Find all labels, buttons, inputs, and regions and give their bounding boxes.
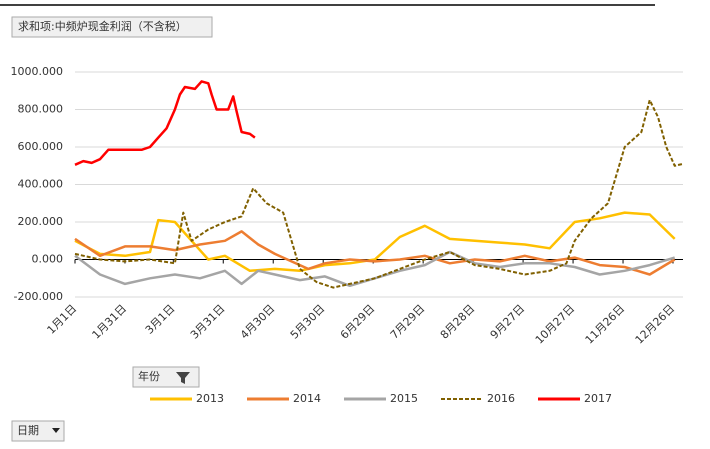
- y-tick-label: -200.000: [14, 290, 63, 303]
- series-line: [74, 99, 684, 289]
- x-tick-label: 10月27日: [533, 302, 578, 347]
- x-tick-label: 9月27日: [488, 302, 528, 342]
- x-tick-label: 6月29日: [338, 302, 378, 342]
- value-field-label: 求和项:中频炉现金利润（不含税）: [18, 19, 187, 33]
- axis-field-button[interactable]: [11, 420, 65, 442]
- y-tick-label: 1000.000: [11, 65, 64, 78]
- series-line: [74, 250, 676, 288]
- filter-icon: [176, 372, 190, 384]
- legend-label: 2015: [390, 392, 418, 405]
- x-tick-label: 8月28日: [438, 302, 478, 342]
- y-tick-label: 400.000: [18, 178, 64, 191]
- series-line: [74, 230, 676, 276]
- value-field-button[interactable]: [11, 16, 213, 38]
- dropdown-icon: [52, 428, 60, 433]
- legend-label: 2013: [196, 392, 224, 405]
- y-tick-label: 600.000: [18, 140, 64, 153]
- legend-label: 2016: [487, 392, 515, 405]
- legend-label: 2017: [584, 392, 612, 405]
- y-tick-label: 0.000: [32, 253, 64, 266]
- series-line: [74, 80, 256, 166]
- filter-label: 年份: [138, 369, 160, 383]
- x-tick-label: 4月30日: [238, 302, 278, 342]
- x-tick-label: 11月26日: [583, 302, 628, 347]
- x-tick-label: 1月31日: [90, 302, 130, 342]
- x-tick-label: 3月1日: [143, 302, 178, 337]
- legend-label: 2014: [293, 392, 321, 405]
- x-tick-label: 3月31日: [188, 302, 228, 342]
- x-tick-label: 5月30日: [288, 302, 328, 342]
- series-line: [74, 211, 676, 273]
- y-tick-label: 800.000: [18, 103, 64, 116]
- x-tick-label: 7月29日: [388, 302, 428, 342]
- x-tick-label: 1月1日: [45, 302, 80, 337]
- y-tick-label: 200.000: [18, 215, 64, 228]
- x-tick-label: 12月26日: [633, 302, 678, 347]
- axis-field-label: 日期: [17, 424, 39, 437]
